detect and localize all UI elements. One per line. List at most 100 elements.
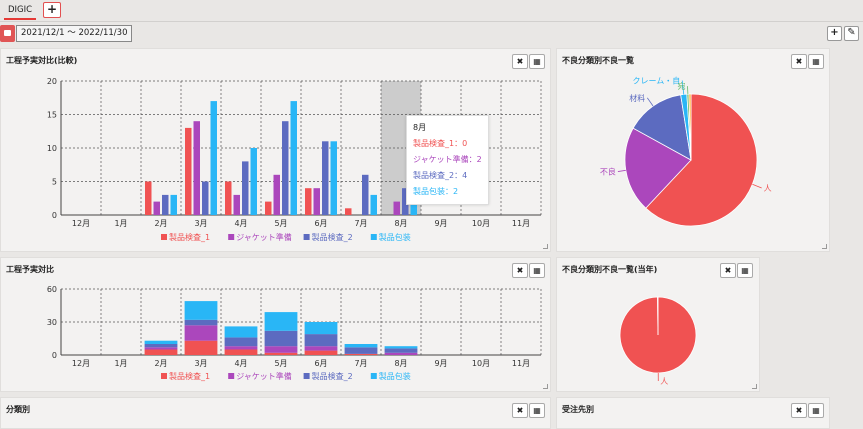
x-tick-label: 2月 <box>154 359 167 368</box>
pie-label: クレーム・自 <box>632 75 680 85</box>
tooltip-line-s4: 製品包装：2 <box>413 184 482 200</box>
bar <box>322 141 329 215</box>
bar <box>394 202 401 215</box>
panel-defect-category: 不良分類別不良一覧 ✖ ▦ 人不良材料クレーム・自宛 <box>556 48 830 252</box>
y-tick-label: 30 <box>47 318 57 327</box>
bar <box>251 148 258 215</box>
edit-layout-button[interactable]: ✎ <box>844 26 859 41</box>
bar-segment <box>385 348 418 352</box>
y-tick-label: 0 <box>52 351 57 360</box>
bar-segment <box>225 326 258 337</box>
bar-segment <box>385 353 418 355</box>
legend-label: 製品検査_1 <box>169 371 210 381</box>
bar-segment <box>185 325 218 340</box>
x-tick-label: 12月 <box>72 359 90 368</box>
x-tick-label: 2月 <box>154 219 167 228</box>
tooltip-line-s1: 製品検査_1：0 <box>413 136 482 152</box>
pie-label-line <box>647 98 653 106</box>
bar-segment <box>345 354 378 355</box>
bar-segment <box>145 344 178 347</box>
bar-segment <box>145 347 178 349</box>
bar <box>211 101 218 215</box>
bar-segment <box>185 320 218 326</box>
date-range-field[interactable]: 2021/12/1 ～ 2022/11/30 <box>16 25 132 42</box>
bar <box>225 182 232 216</box>
bar-segment <box>185 301 218 320</box>
bar <box>265 202 272 215</box>
bar-segment <box>345 344 378 347</box>
bar <box>202 182 209 216</box>
bar-segment <box>225 337 258 346</box>
resize-handle[interactable] <box>543 244 548 249</box>
x-tick-label: 10月 <box>472 359 490 368</box>
bar <box>145 182 152 216</box>
x-tick-label: 11月 <box>512 219 530 228</box>
y-tick-label: 20 <box>47 77 57 86</box>
x-tick-label: 3月 <box>194 359 207 368</box>
legend-swatch <box>228 234 234 240</box>
bar-segment <box>185 341 218 355</box>
bar <box>331 141 338 215</box>
legend-label: 製品包装 <box>379 232 411 242</box>
settings-tools-icon[interactable]: ✖ <box>791 403 807 418</box>
add-panel-button[interactable]: + <box>827 26 842 41</box>
bar <box>171 195 178 215</box>
x-tick-label: 6月 <box>314 219 327 228</box>
pie-label: 宛 <box>678 81 686 91</box>
pie-chart: 人 <box>557 258 759 391</box>
bar <box>291 101 298 215</box>
y-tick-label: 10 <box>47 144 57 153</box>
table-view-icon[interactable]: ▦ <box>529 403 545 418</box>
bar-segment <box>305 322 338 334</box>
bar <box>194 121 201 215</box>
resize-handle[interactable] <box>543 384 548 389</box>
legend-label: 製品検査_1 <box>169 232 210 242</box>
legend-swatch <box>161 373 167 379</box>
tab-bar: DIGIC + <box>0 0 863 22</box>
x-tick-label: 12月 <box>72 219 90 228</box>
x-tick-label: 6月 <box>314 359 327 368</box>
tab-digic[interactable]: DIGIC <box>4 3 36 20</box>
panel-by-customer: 受注先別 ✖ ▦ <box>556 397 830 429</box>
legend-swatch <box>304 234 310 240</box>
pie-label: 人 <box>660 377 668 386</box>
bar <box>185 128 192 215</box>
legend-swatch <box>228 373 234 379</box>
bar <box>362 175 369 215</box>
x-tick-label: 1月 <box>114 359 127 368</box>
bar <box>154 202 161 215</box>
bar-segment <box>145 341 178 344</box>
legend-label: 製品包装 <box>379 371 411 381</box>
tooltip-line-s2: ジャケット準備：2 <box>413 152 482 168</box>
bar-segment <box>385 346 418 348</box>
resize-handle[interactable] <box>752 384 757 389</box>
bar <box>345 208 352 215</box>
x-tick-label: 11月 <box>512 359 530 368</box>
x-tick-label: 4月 <box>234 219 247 228</box>
pie-label: 人 <box>764 184 772 193</box>
table-view-icon[interactable]: ▦ <box>808 403 824 418</box>
x-tick-label: 8月 <box>394 359 407 368</box>
tooltip-title: 8月 <box>413 120 482 136</box>
panel-defect-category-year: 不良分類別不良一覧(当年) ✖ ▦ 人 <box>556 257 760 392</box>
add-tab-button[interactable]: + <box>43 2 61 18</box>
tooltip-line-s3: 製品検査_2：4 <box>413 168 482 184</box>
bar-segment <box>265 353 298 355</box>
panel-title: 分類別 <box>6 404 30 415</box>
bar-segment <box>305 346 338 350</box>
bar-segment <box>345 347 378 354</box>
bar <box>274 175 281 215</box>
legend-swatch <box>371 373 377 379</box>
bar-segment <box>225 350 258 356</box>
bar-segment <box>225 346 258 349</box>
calendar-icon[interactable] <box>0 25 15 42</box>
legend-label: 製品検査_2 <box>312 371 353 381</box>
settings-tools-icon[interactable]: ✖ <box>512 403 528 418</box>
resize-handle[interactable] <box>822 244 827 249</box>
chart-tooltip: 8月 製品検査_1：0 ジャケット準備：2 製品検査_2：4 製品包装：2 <box>406 115 489 205</box>
bar <box>242 161 249 215</box>
